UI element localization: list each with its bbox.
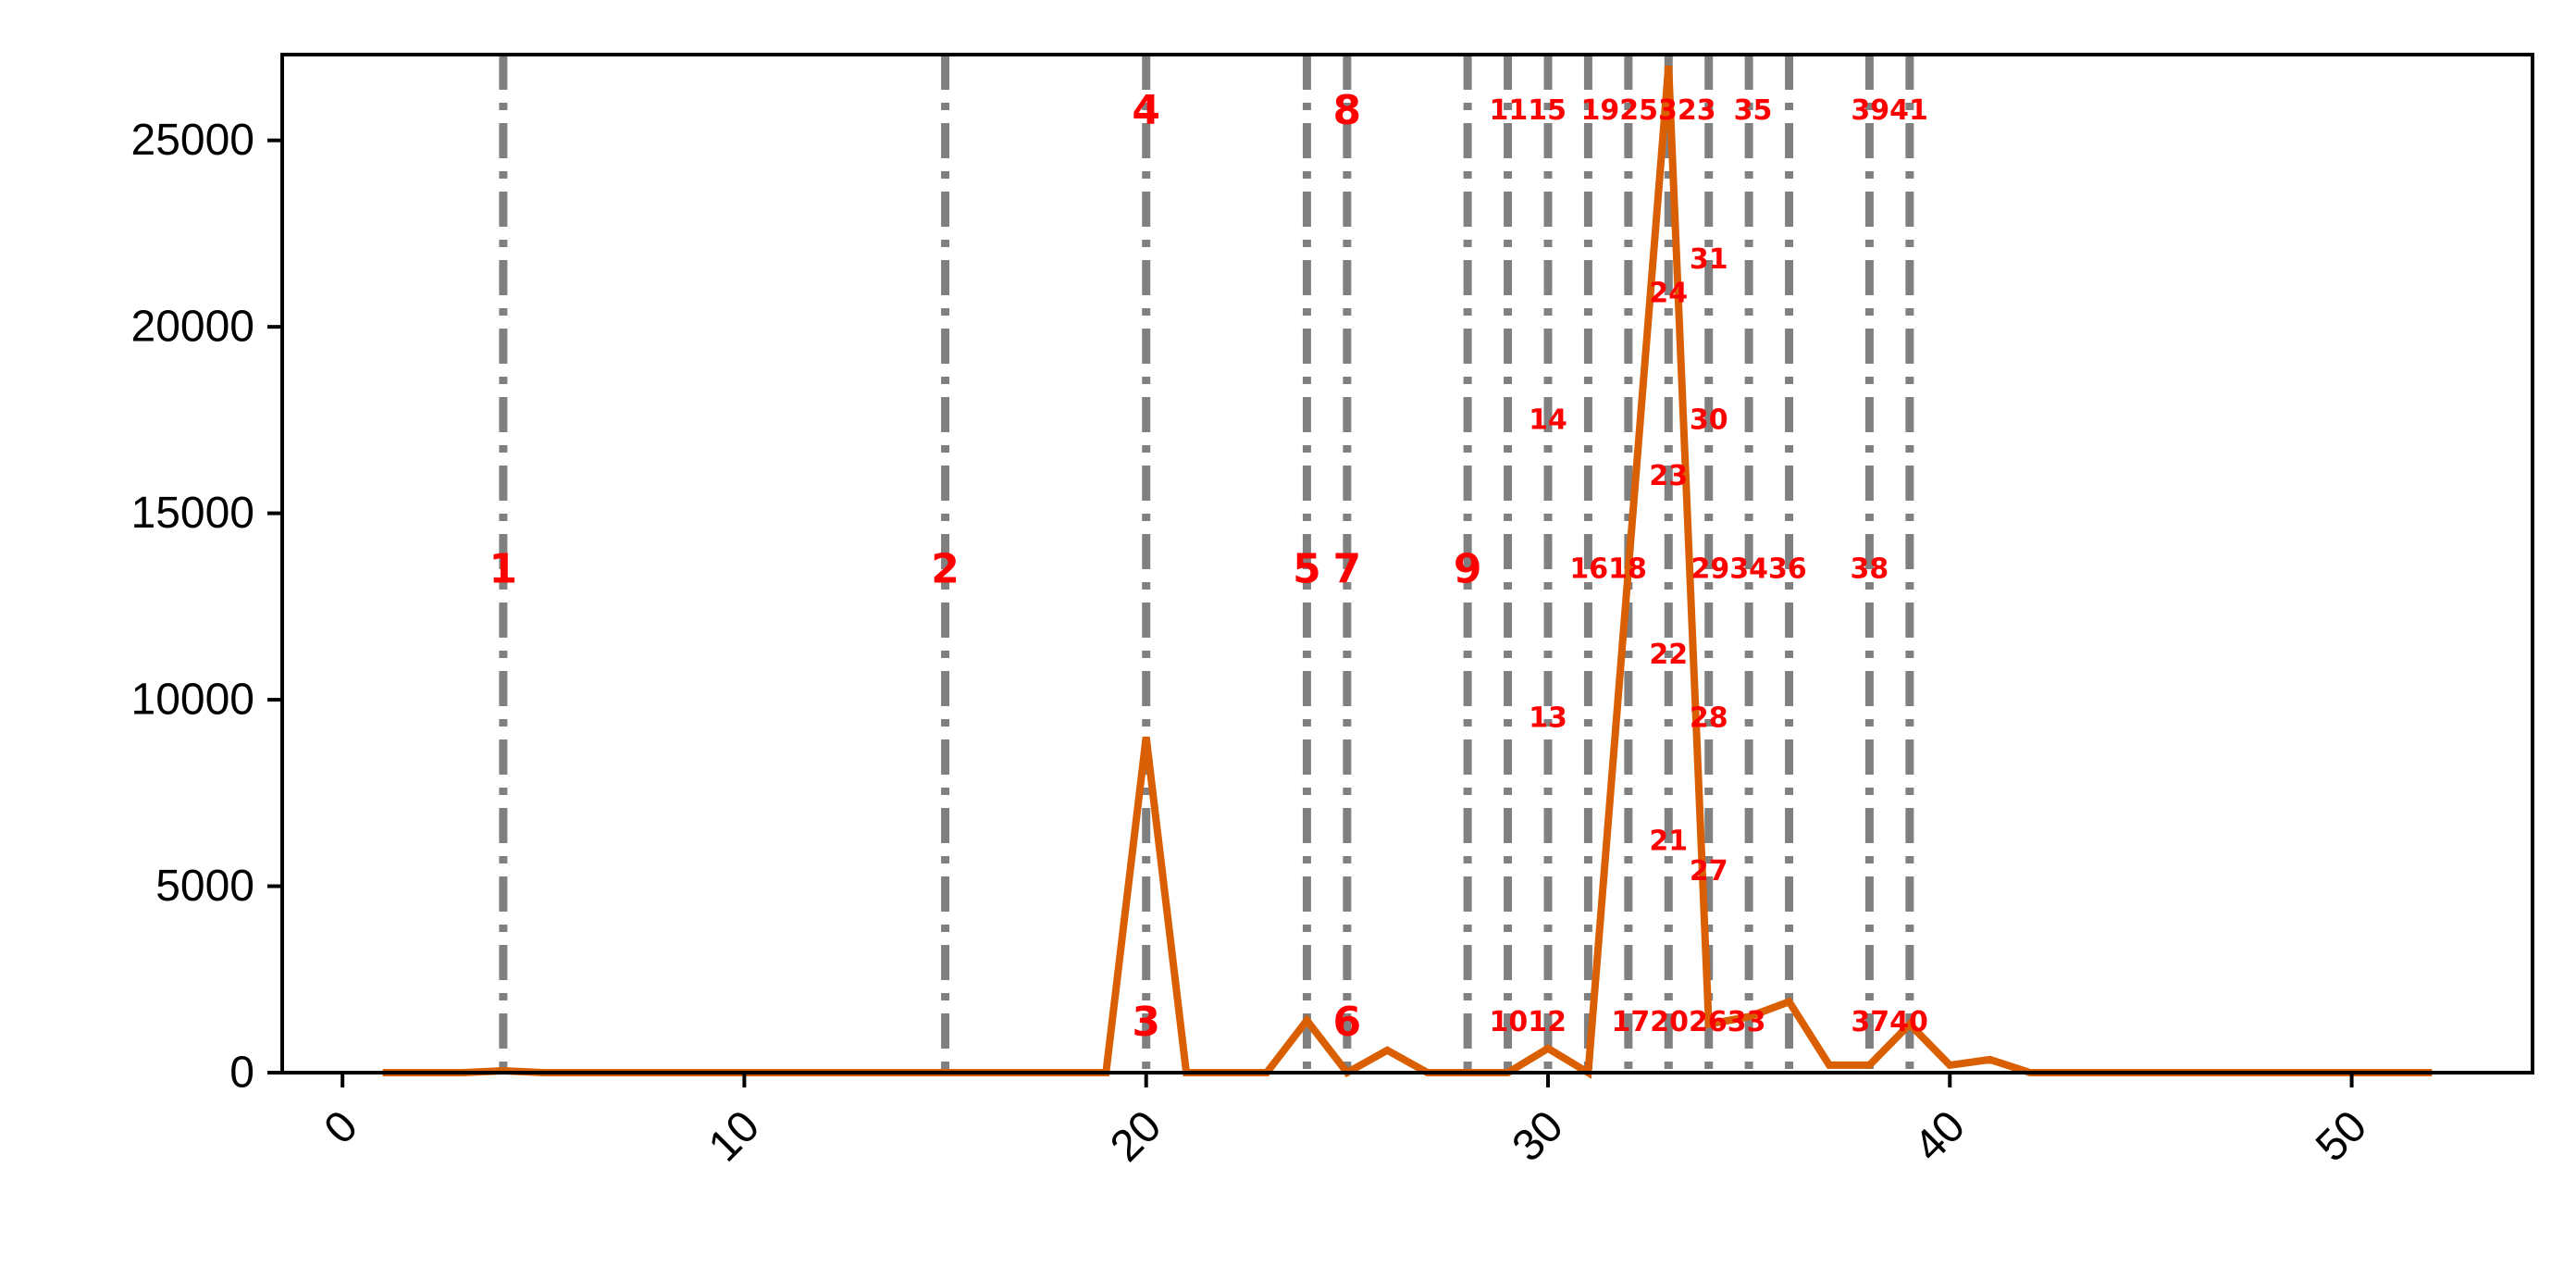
y-tick-label: 15000 — [131, 489, 254, 538]
annotation-label: 31 — [1690, 243, 1728, 276]
annotation-label: 38 — [1851, 553, 1889, 586]
annotation-label: 7 — [1333, 546, 1362, 593]
annotation-label: 1925323 — [1581, 94, 1716, 127]
y-tick-label: 0 — [229, 1049, 254, 1098]
annotation-layer: 1 234567891012111513141618172026331925323… — [489, 87, 1928, 1046]
annotation-label: 3 — [1132, 999, 1160, 1046]
annotation-label: 14 — [1529, 404, 1567, 436]
annotation-label: 9 — [1454, 546, 1482, 593]
annotation-label: 293436 — [1691, 553, 1807, 586]
annotation-label: 6 — [1333, 999, 1362, 1046]
annotation-label: 5 — [1293, 546, 1321, 593]
annotation-label: 23 — [1649, 460, 1688, 492]
annotation-label: 22 — [1649, 639, 1688, 671]
annotation-label: 2 — [931, 546, 960, 593]
annotation-label: 28 — [1690, 702, 1728, 735]
annotation-label: 30 — [1690, 404, 1728, 436]
annotation-label: 3740 — [1851, 1006, 1928, 1038]
annotation-label: 4 — [1132, 87, 1160, 134]
annotation-label: 3941 — [1851, 94, 1928, 127]
annotation-label: 1 — [489, 546, 518, 593]
annotation-label: 21 — [1649, 826, 1688, 858]
y-tick-label: 20000 — [131, 303, 254, 352]
annotation-label: 8 — [1333, 87, 1362, 134]
annotation-label: 1012 — [1490, 1006, 1567, 1038]
plot-frame — [280, 53, 2534, 1074]
annotation-label: 17202633 — [1612, 1006, 1766, 1038]
annotation-label: 24 — [1649, 277, 1688, 309]
vline-layer — [499, 55, 1914, 1073]
annotation-label: 1618 — [1569, 553, 1647, 586]
annotation-label: 27 — [1690, 855, 1728, 888]
y-tick-label: 5000 — [155, 862, 254, 911]
y-tick-label: 10000 — [131, 676, 254, 725]
annotation-label: 13 — [1529, 702, 1567, 735]
y-tick-label: 25000 — [131, 116, 254, 165]
annotation-label: 1115 — [1490, 94, 1567, 127]
annotation-label: 35 — [1734, 94, 1773, 127]
